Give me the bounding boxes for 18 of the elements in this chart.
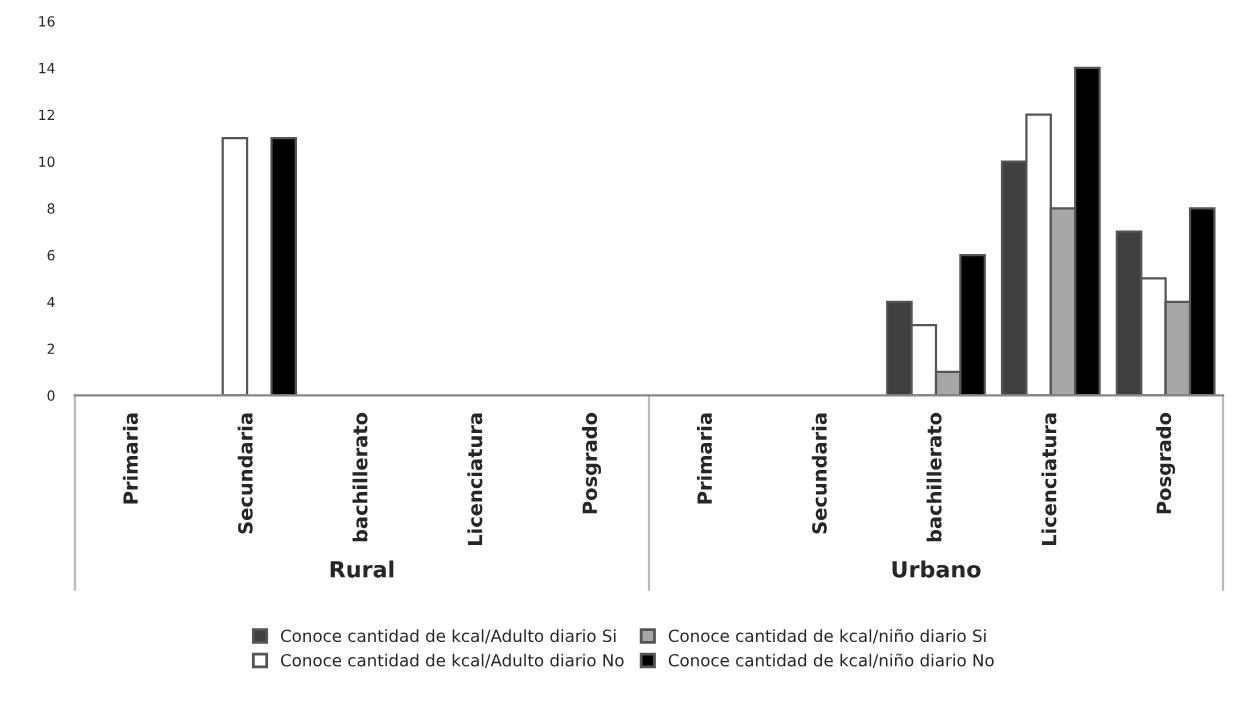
- bar: [221, 137, 249, 396]
- text: Rural: [330, 560, 394, 578]
- x-tick-label: Posgrado: [1156, 412, 1176, 514]
- x-tick-label: Posgrado: [582, 412, 602, 514]
- legend-label: Conoce cantidad de kcal/niño diario No: [668, 653, 994, 668]
- legend-label: Conoce cantidad de kcal/niño diario Si: [668, 628, 986, 644]
- x-tick-label: Primaria: [122, 413, 138, 504]
- legend-label: Conoce cantidad de kcal/Adulto diario Si: [280, 629, 616, 644]
- x-tick-label: Secundaria: [237, 413, 253, 534]
- x-tick-label: Primaria: [696, 413, 713, 504]
- text: Urbano: [892, 560, 981, 578]
- x-tick-label: bachillerato: [926, 412, 942, 542]
- x-tick-label: bachillerato: [352, 412, 368, 542]
- x-tick-label: Licenciatura: [1041, 413, 1057, 546]
- x-tick-label: Licenciatura: [467, 413, 483, 546]
- x-tick-label: Secundaria: [811, 413, 827, 534]
- bar: [270, 137, 298, 396]
- legend-label: Conoce cantidad de kcal/Adulto diario No: [280, 653, 624, 668]
